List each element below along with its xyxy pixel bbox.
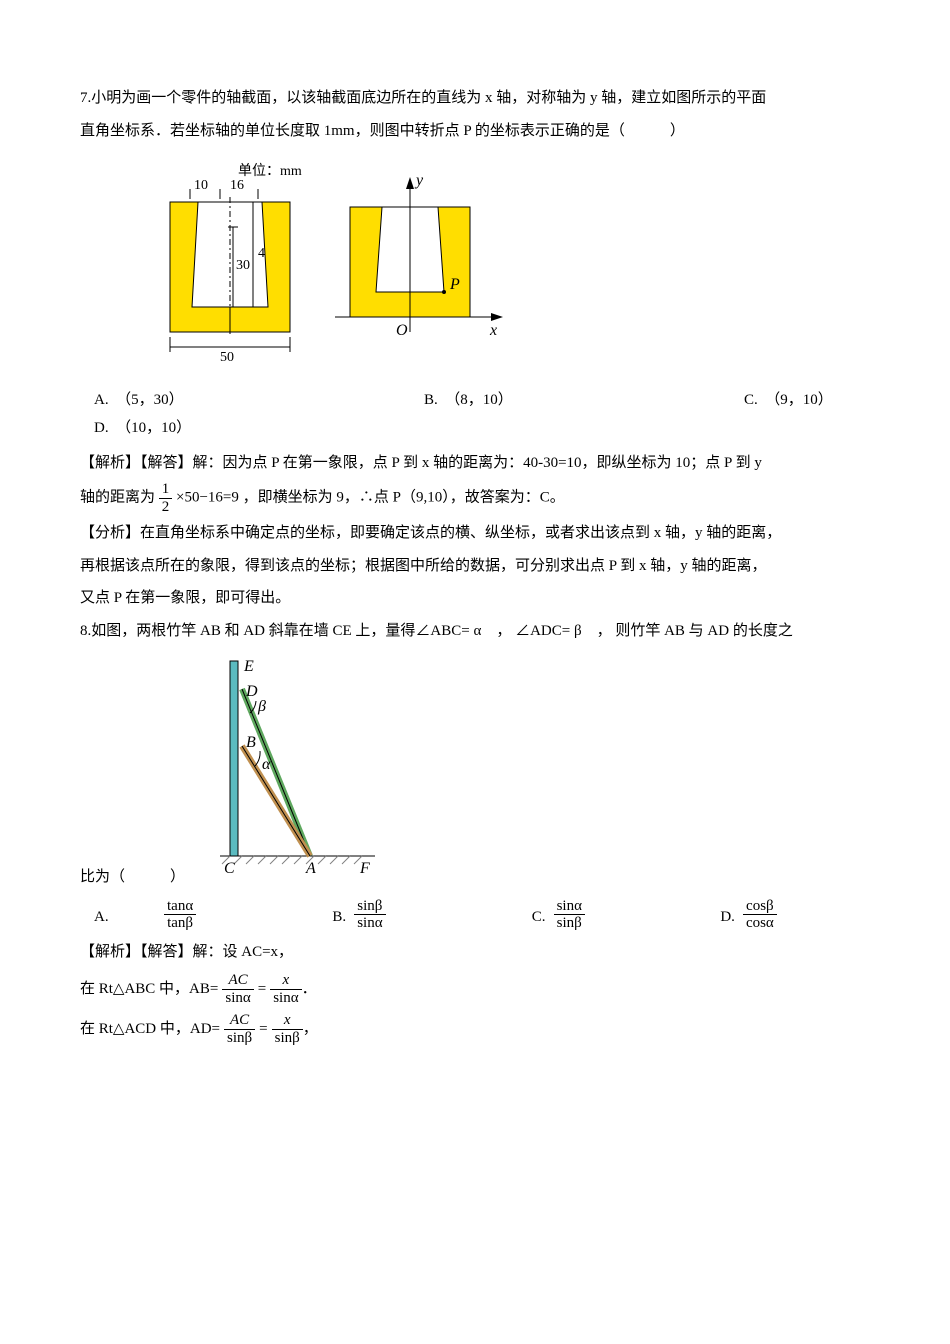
q8-option-d-label: D. <box>585 903 743 932</box>
svg-text:P: P <box>449 276 460 293</box>
q8-solution-1: 【解析】【解答】解：设 AC=x， <box>80 938 870 967</box>
q8-number: 8. <box>80 623 91 639</box>
q7-diagram: 单位：mm 10 16 50 30 40 y x O <box>80 157 870 378</box>
q8-option-c-frac: sinα sinβ <box>554 898 585 932</box>
svg-text:β: β <box>257 698 266 715</box>
svg-text:30: 30 <box>236 258 250 273</box>
svg-text:O: O <box>396 322 408 339</box>
q7-number: 7. <box>80 90 91 106</box>
svg-text:16: 16 <box>230 178 244 193</box>
q7-option-b: B. （8，10） <box>424 386 744 415</box>
q7-option-d: D. （10，10） <box>80 414 870 443</box>
frac-x-sinb: x sinβ <box>272 1012 303 1046</box>
q8-ratio-label: 比为（ ） <box>80 863 200 892</box>
frac-ac-sinb: AC sinβ <box>224 1012 255 1046</box>
q7-stem-1: 7.小明为画一个零件的轴截面，以该轴截面底边所在的直线为 x 轴，对称轴为 y … <box>80 84 870 113</box>
q8-option-b-frac: sinβ sinα <box>354 898 385 932</box>
svg-text:α: α <box>262 756 271 773</box>
equals-sign-2: = <box>255 1015 271 1044</box>
q8-option-c-label: C. <box>386 903 554 932</box>
svg-text:y: y <box>414 172 424 189</box>
q8-option-a-frac: tanα tanβ <box>164 898 196 932</box>
svg-text:C: C <box>224 860 235 877</box>
equals-sign: = <box>254 975 270 1004</box>
q7-option-a: A. （5，30） <box>80 386 424 415</box>
q8-option-b-label: B. <box>196 903 354 932</box>
q8-options: A. tanα tanβ B. sinβ sinα C. sinα sinβ D… <box>80 898 870 932</box>
svg-text:10: 10 <box>194 178 208 193</box>
fraction-half: 1 2 <box>159 481 173 515</box>
q7-solution-2: 轴的距离为 1 2 ×50−16=9 ，即横坐标为 9，∴点 P（9,10），故… <box>80 481 870 515</box>
q8-stem: 8.如图，两根竹竿 AB 和 AD 斜靠在墙 CE 上，量得∠ABC= α ， … <box>80 617 870 646</box>
svg-text:A: A <box>305 860 316 877</box>
unit-label: 单位：mm <box>238 163 302 179</box>
frac-x-sina: x sinα <box>270 972 301 1006</box>
q7-stem-2: 直角坐标系．若坐标轴的单位长度取 1mm，则图中转折点 P 的坐标表示正确的是（… <box>80 117 870 146</box>
q8-solution-2: 在 Rt△ABC 中，AB= AC sinα = x sinα ． <box>80 972 870 1006</box>
svg-text:B: B <box>246 734 256 751</box>
q7-solution-1: 【解析】【解答】解：因为点 P 在第一象限，点 P 到 x 轴的距离为：40-3… <box>80 449 870 478</box>
q7-solution-4: 再根据该点所在的象限，得到该点的坐标；根据图中所给的数据，可分别求出点 P 到 … <box>80 552 870 581</box>
svg-text:50: 50 <box>220 350 234 365</box>
q8-solution-3: 在 Rt△ACD 中，AD= AC sinβ = x sinβ ， <box>80 1012 870 1046</box>
svg-text:E: E <box>243 658 254 675</box>
q7-solution-5: 又点 P 在第一象限，即可得出。 <box>80 584 870 613</box>
frac-ac-sina: AC sinα <box>222 972 253 1006</box>
q7-option-c: C. （9，10） <box>744 386 833 415</box>
svg-text:D: D <box>245 683 258 700</box>
q8-diagram: α β E D B C A F <box>200 651 390 892</box>
q7-solution-3: 【分析】在直角坐标系中确定点的坐标，即要确定该点的横、纵坐标，或者求出该点到 x… <box>80 519 870 548</box>
q7-options: A. （5，30） B. （8，10） C. （9，10） D. （10，10） <box>80 386 870 443</box>
q8-option-d-frac: cosβ cosα <box>743 898 777 932</box>
q8-option-a-label: A. <box>80 903 164 932</box>
svg-text:x: x <box>489 322 497 339</box>
svg-text:F: F <box>359 860 370 877</box>
